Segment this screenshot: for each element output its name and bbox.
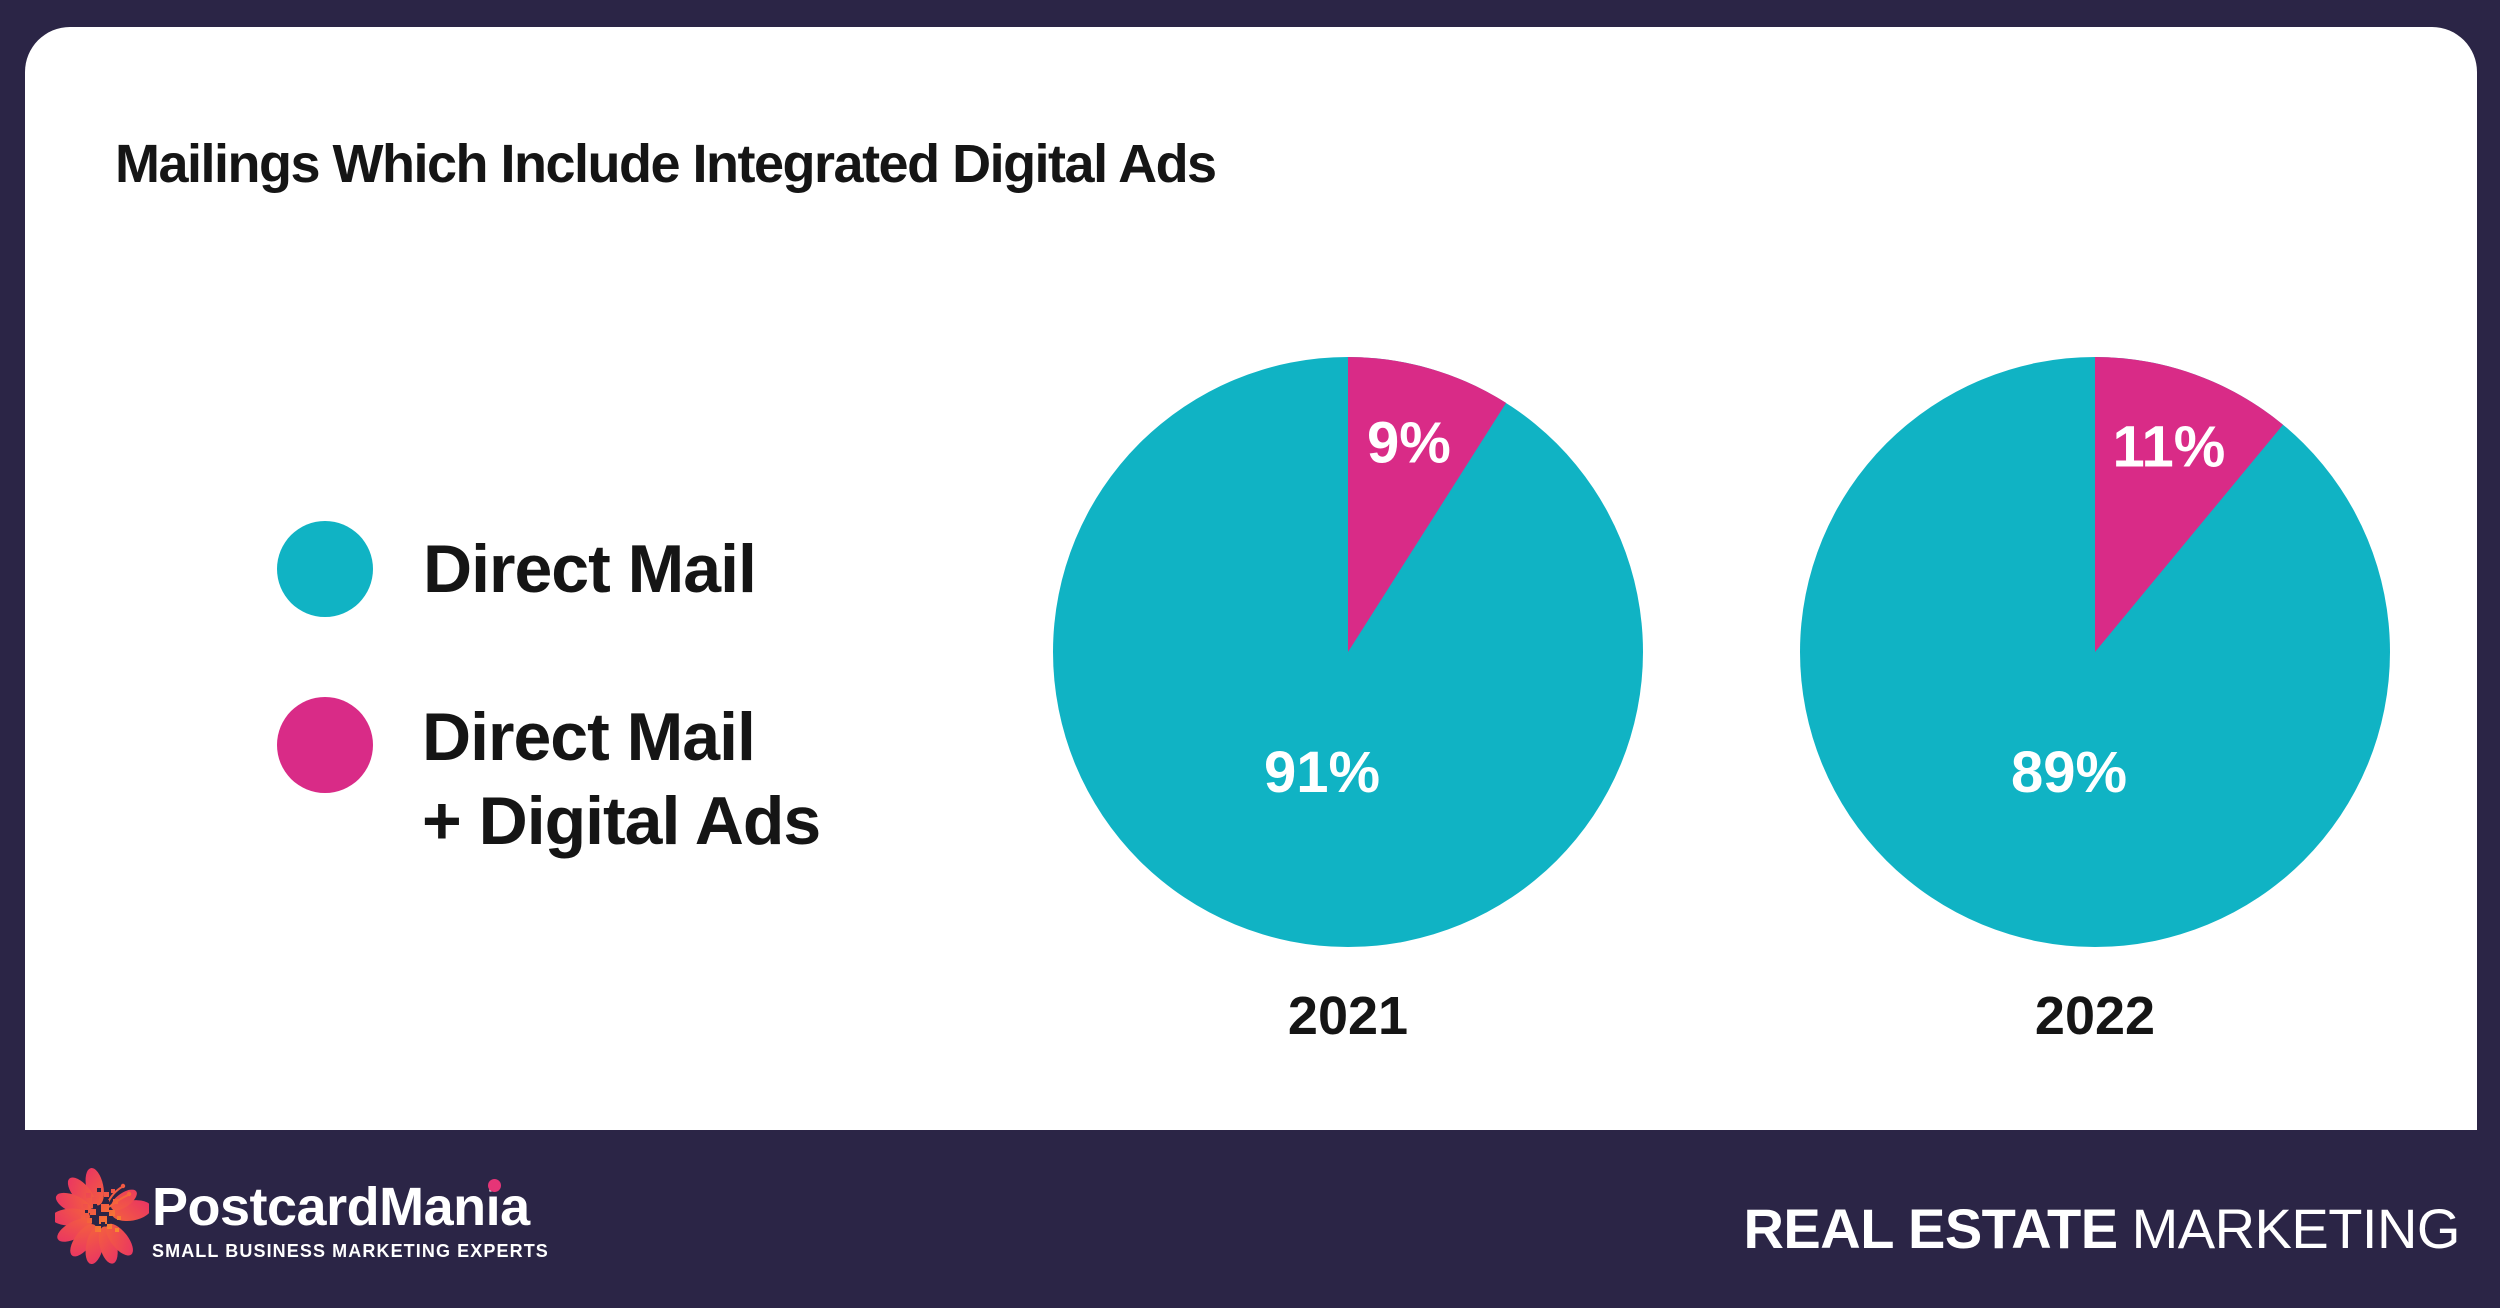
page-title: Mailings Which Include Integrated Digita… [115,134,1217,194]
legend-label-direct-mail: Direct Mail [423,521,757,617]
slice-label-direct-mail: 89% [2011,740,2127,805]
year-label-2022: 2022 [2034,986,2156,1046]
slice-label-direct-mail-digital-ads: 11% [2112,415,2225,480]
brand-block: PostcardMania SMALL BUSINESS MARKETING E… [152,1178,549,1262]
year-label-2021: 2021 [1287,986,1409,1046]
pie-slice-direct-mail-digital-ads [2095,357,2283,652]
footer-right-text: REAL ESTATE MARKETING [1743,1196,2460,1261]
slice-label-direct-mail-digital-ads: 9% [1367,410,1451,475]
pie-slice-direct-mail-digital-ads [1348,357,1507,652]
footer-bar: PostcardMania SMALL BUSINESS MARKETING E… [0,1130,2500,1308]
content-card: Mailings Which Include Integrated Digita… [25,27,2477,1130]
pie-svg-2021: 9% 91% [1053,357,1643,947]
footer-right-bold: REAL ESTATE [1743,1197,2118,1260]
brand-name-part2: ia [485,1177,531,1237]
brand-tagline: SMALL BUSINESS MARKETING EXPERTS [152,1241,549,1261]
legend-dot-direct-mail-digital-ads [277,697,373,793]
pie-chart-2021: 9% 91% [1053,357,1643,947]
footer-right-regular: MARKETING [2131,1197,2461,1260]
slice-label-direct-mail: 91% [1264,740,1380,805]
brand-name-part1: PostcardMan [152,1177,486,1237]
legend-label-line: Direct Mail [423,531,757,607]
postcardmania-flower-logo [55,1167,149,1265]
legend-dot-direct-mail [277,521,373,617]
legend-label-line: Direct Mail [422,699,756,775]
legend-label-line: + Digital Ads [422,783,821,859]
pie-svg-2022: 11% 89% [1800,357,2390,947]
pie-chart-2022: 11% 89% [1800,357,2390,947]
legend-label-direct-mail-digital-ads: Direct Mail + Digital Ads [422,695,821,863]
brand-name: PostcardMania [152,1178,549,1236]
